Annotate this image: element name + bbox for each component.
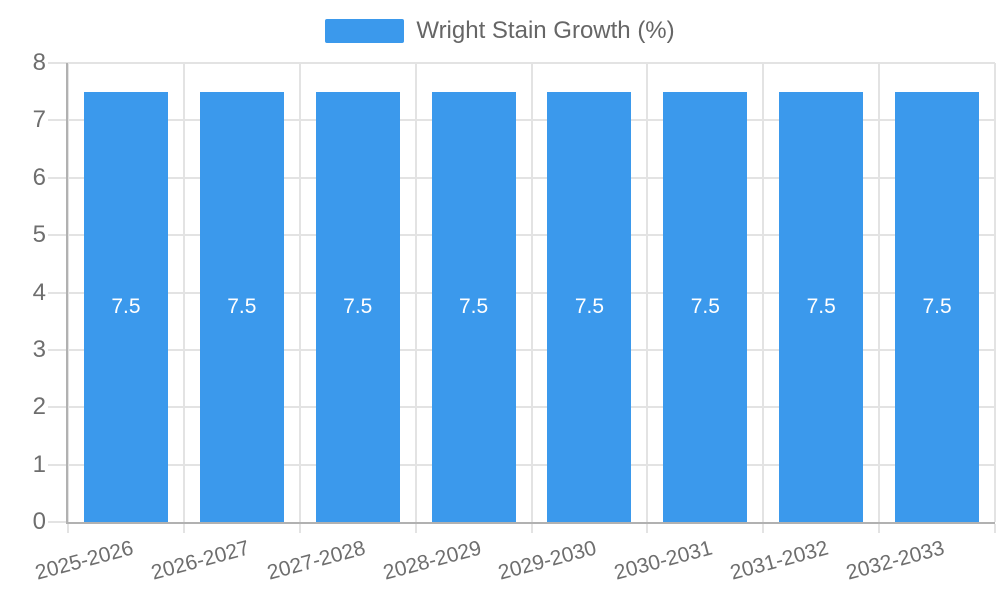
legend-swatch [325, 19, 405, 43]
y-tick [48, 176, 68, 179]
y-tick [48, 463, 68, 466]
x-gridline [530, 63, 533, 522]
y-tick-label: 2 [32, 393, 46, 421]
bar-value-label: 7.5 [574, 294, 605, 318]
y-tick-label: 6 [32, 163, 46, 191]
y-tick [48, 406, 68, 409]
y-tick-label: 8 [32, 49, 46, 76]
bar[interactable] [83, 91, 168, 522]
x-gridline [298, 63, 301, 522]
x-tick [878, 524, 881, 533]
bar-value-label: 7.5 [111, 294, 141, 318]
bar[interactable] [779, 91, 864, 522]
x-gridline [646, 63, 649, 522]
x-gridline [414, 63, 417, 522]
bar-value-label: 7.5 [806, 294, 836, 318]
x-gridline [994, 63, 996, 522]
x-tick [414, 524, 417, 533]
y-tick [48, 234, 68, 237]
y-tick [48, 348, 68, 351]
y-tick-label: 1 [32, 450, 46, 478]
bar-value-label: 7.5 [343, 294, 373, 318]
x-gridline [878, 63, 881, 522]
y-tick [48, 62, 68, 64]
x-tick [530, 524, 533, 533]
x-gridline [182, 63, 185, 522]
x-gridline [762, 63, 765, 522]
y-tick-label: 0 [32, 508, 46, 535]
bar[interactable] [315, 91, 400, 522]
bar[interactable] [199, 91, 284, 522]
y-axis-line [66, 63, 68, 524]
y-tick [48, 521, 68, 523]
bar-value-label: 7.5 [922, 294, 952, 318]
y-tick-label: 4 [32, 278, 46, 306]
y-tick-label: 3 [32, 335, 46, 363]
bar[interactable] [895, 91, 980, 522]
bar-value-label: 7.5 [690, 294, 720, 318]
bar-value-label: 7.5 [458, 294, 489, 318]
bar[interactable] [663, 91, 748, 522]
x-axis-line [66, 522, 995, 524]
x-tick [298, 524, 301, 533]
y-tick-label: 5 [32, 221, 46, 249]
legend-label: Wright Stain Growth (%) [416, 17, 675, 44]
x-tick [67, 524, 69, 533]
bar-value-label: 7.5 [227, 294, 257, 318]
x-tick [646, 524, 649, 533]
x-tick [762, 524, 765, 533]
bar[interactable] [431, 91, 516, 522]
bar[interactable] [547, 91, 632, 522]
y-tick [48, 291, 68, 294]
y-tick [48, 119, 68, 122]
x-tick [994, 524, 996, 533]
x-tick [182, 524, 185, 533]
y-tick-label: 7 [32, 106, 46, 134]
x-gridline [67, 63, 69, 522]
legend[interactable]: Wright Stain Growth (%) [0, 12, 1000, 50]
